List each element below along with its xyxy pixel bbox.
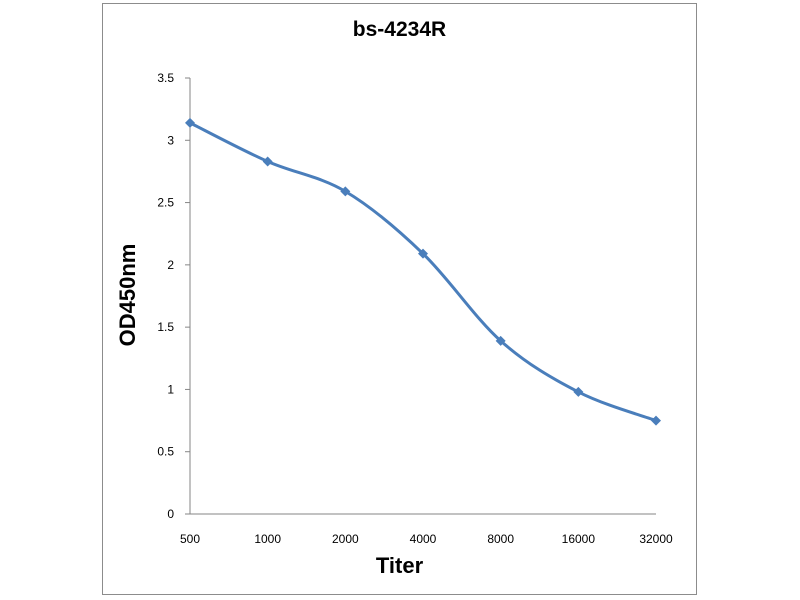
y-tick-label: 1: [167, 382, 174, 396]
y-tick-label: 3.5: [157, 71, 174, 85]
x-tick-label: 500: [180, 532, 200, 546]
x-tick-label: 8000: [487, 532, 514, 546]
chart-title: bs-4234R: [352, 18, 447, 41]
x-tick-label: 4000: [410, 532, 437, 546]
data-point-marker: [185, 117, 195, 128]
data-point-marker: [495, 335, 506, 346]
data-point-marker: [573, 386, 584, 397]
x-axis-label: Titer: [375, 553, 424, 578]
data-point-marker: [651, 415, 661, 426]
series-line: [189, 121, 657, 422]
data-point-marker: [340, 186, 351, 197]
x-tick-label: 32000: [639, 532, 673, 546]
y-tick-labels: 0 0.5 1 1.5 2 2.5 3 3.5: [157, 71, 190, 521]
y-tick-label: 0.5: [157, 445, 174, 459]
data-points: [185, 117, 661, 426]
y-tick-label: 3: [167, 133, 174, 147]
axes: [189, 78, 656, 515]
y-tick-label: 2: [167, 258, 174, 272]
y-tick-label: 1.5: [157, 320, 174, 334]
chart-frame: [102, 3, 697, 595]
y-tick-label: 2.5: [157, 196, 174, 210]
x-tick-labels: 500 1000 2000 4000 8000 16000 32000: [180, 532, 673, 546]
x-tick-label: 16000: [562, 532, 596, 546]
y-tick-label: 0: [167, 507, 174, 521]
data-point-marker: [262, 156, 273, 167]
x-tick-label: 1000: [254, 532, 281, 546]
data-point-marker: [418, 248, 428, 259]
x-tick-label: 2000: [332, 532, 359, 546]
